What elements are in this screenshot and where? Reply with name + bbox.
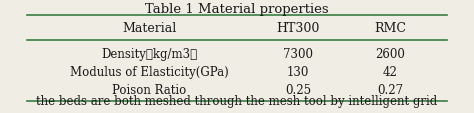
Text: Material: Material	[122, 22, 177, 35]
Text: 7300: 7300	[283, 48, 313, 61]
Text: 0.25: 0.25	[285, 83, 311, 96]
Text: Poison Ratio: Poison Ratio	[112, 83, 187, 96]
Text: Modulus of Elasticity(GPa): Modulus of Elasticity(GPa)	[70, 66, 229, 79]
Text: 130: 130	[287, 66, 310, 79]
Text: HT300: HT300	[276, 22, 320, 35]
Text: the beds are both meshed through the mesh tool by intelligent grid: the beds are both meshed through the mes…	[36, 94, 438, 107]
Text: 0.27: 0.27	[377, 83, 403, 96]
Text: RMC: RMC	[374, 22, 406, 35]
Text: Table 1 Material properties: Table 1 Material properties	[145, 3, 329, 16]
Text: 42: 42	[383, 66, 398, 79]
Text: 2600: 2600	[375, 48, 405, 61]
Text: Density（kg/m3）: Density（kg/m3）	[101, 48, 198, 61]
